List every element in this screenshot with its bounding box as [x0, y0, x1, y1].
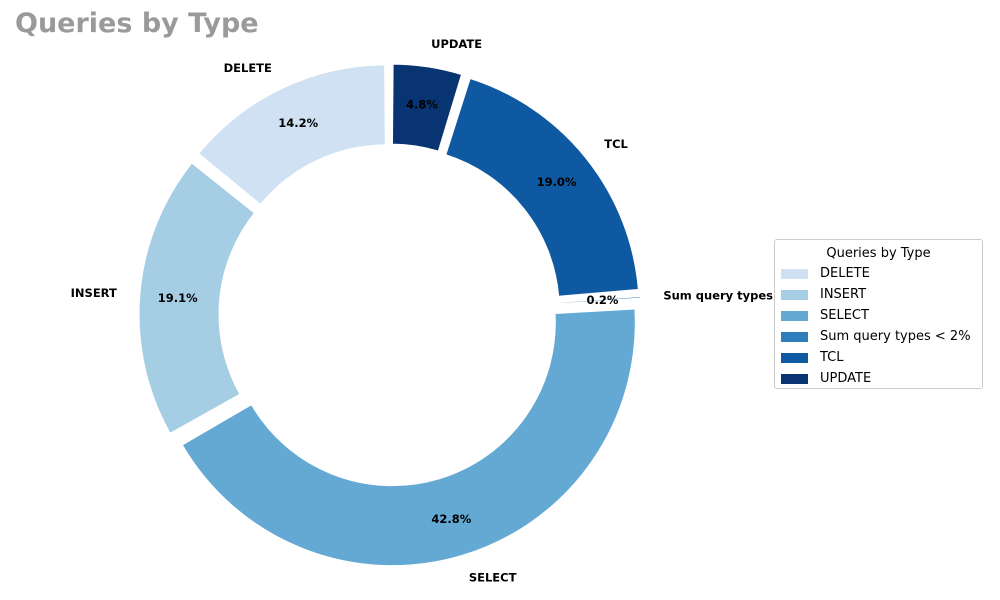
legend-entries: DELETE INSERT SELECT Sum query types < 2% TC…: [775, 263, 982, 389]
donut-slices: [138, 63, 641, 567]
legend-entry-sum-query-types-2: Sum query types < 2%: [781, 326, 982, 347]
legend-entry-delete: DELETE: [781, 263, 982, 284]
slice-select: [181, 308, 636, 567]
legend-swatch: [781, 310, 808, 321]
slice-sum-query-types-2: [560, 295, 641, 304]
slice-update: [391, 63, 463, 152]
slice-delete: [198, 64, 386, 206]
legend-swatch: [781, 352, 808, 363]
category-label-tcl: TCL: [604, 137, 628, 151]
legend-entry-insert: INSERT: [781, 284, 982, 305]
chart-title: Queries by Type: [15, 8, 259, 39]
category-label-select: SELECT: [469, 570, 517, 584]
percent-label-delete: 14.2%: [278, 116, 318, 130]
legend-label: UPDATE: [820, 371, 872, 386]
legend-label: TCL: [820, 350, 844, 365]
legend-swatch: [781, 289, 808, 300]
percent-label-sum-query-types-2: 0.2%: [587, 293, 619, 307]
category-label-sum-query-types-2: Sum query types < 2%: [663, 289, 810, 303]
legend-swatch: [781, 268, 808, 279]
percent-label-select: 42.8%: [431, 512, 471, 526]
category-labels: DELETE INSERT SELECT Sum query types < 2% TC…: [71, 37, 811, 584]
legend-swatch: [781, 331, 808, 342]
legend-label: Sum query types < 2%: [820, 329, 971, 344]
percent-label-tcl: 19.0%: [537, 175, 577, 189]
legend-label: SELECT: [820, 308, 869, 323]
legend-swatch: [781, 373, 808, 384]
slice-tcl: [445, 77, 639, 297]
category-label-delete: DELETE: [224, 61, 272, 75]
legend-entry-select: SELECT: [781, 305, 982, 326]
legend-label: INSERT: [820, 287, 867, 302]
category-label-update: UPDATE: [431, 37, 482, 51]
legend-label: DELETE: [820, 266, 870, 281]
slice-insert: [138, 162, 256, 434]
legend-entry-tcl: TCL: [781, 347, 982, 368]
legend-title: Queries by Type: [826, 246, 931, 261]
legend-entry-update: UPDATE: [781, 368, 982, 389]
percent-label-insert: 19.1%: [158, 291, 198, 305]
percent-labels: 14.2% 19.1% 42.8% 0.2% 19.0% 4.8%: [158, 97, 619, 526]
category-label-insert: INSERT: [71, 286, 117, 300]
chart-legend: Queries by Type DELETE INSERT SELECT Sum qu…: [774, 239, 983, 389]
percent-label-update: 4.8%: [406, 97, 438, 111]
